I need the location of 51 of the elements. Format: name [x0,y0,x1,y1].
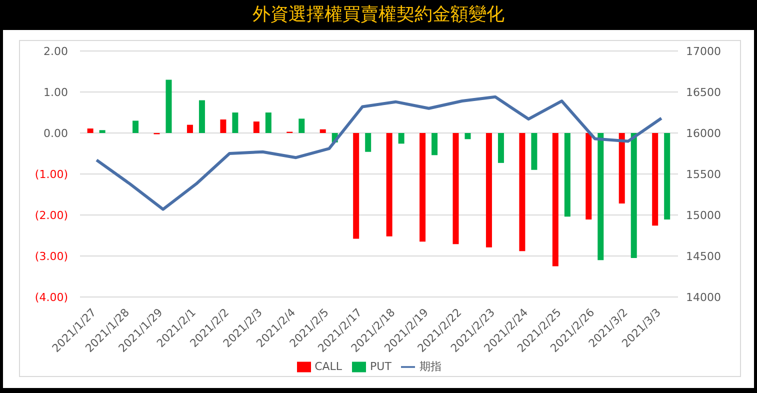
y-tick-label: (2.00) [34,209,68,222]
y-tick-label: (4.00) [34,291,68,304]
y-tick-label: 2.00 [44,45,68,58]
legend-label: CALL [314,360,342,373]
y2-tick-label: 15500 [686,168,721,181]
y-tick-label: (1.00) [34,168,68,181]
bar [464,133,471,140]
bar [166,80,172,133]
y-tick-label: (3.00) [34,250,68,263]
bar [298,118,305,133]
bar [432,133,438,156]
bar [87,128,94,133]
bar [420,133,426,242]
y-tick-label: 1.00 [44,86,68,99]
y2-tick-label: 15000 [686,208,721,222]
bar [265,112,272,133]
line-series [95,95,663,211]
bar [186,124,193,133]
bar [99,130,106,133]
bar [320,129,326,133]
bar [552,133,558,266]
bar [652,133,658,226]
y-tick-label: 0.00 [44,127,68,140]
y2-tick-label: 14000 [686,290,721,304]
bar [398,133,404,144]
bar [531,133,538,170]
bar [452,133,459,244]
bar [486,133,492,248]
bar [386,133,392,236]
bar [519,133,526,252]
bar [132,120,139,133]
legend-label: 期指 [419,360,442,373]
legend-label: PUT [370,360,392,373]
bar [198,100,205,133]
bar [220,119,226,133]
bar [586,133,592,220]
bar [618,133,625,204]
bar [564,133,570,217]
bar [353,133,360,239]
bar [232,112,238,133]
bar [598,133,604,260]
bar [253,122,260,133]
bar [664,133,670,220]
chart-title: 外資選擇權買賣權契約金額變化 [252,3,506,27]
bar [498,133,504,163]
y2-tick-label: 17000 [686,44,721,58]
bar [365,133,372,152]
y2-tick-label: 14500 [686,250,721,263]
bar [630,133,637,258]
y2-tick-label: 16000 [686,126,721,140]
y2-tick-label: 16500 [686,86,721,99]
